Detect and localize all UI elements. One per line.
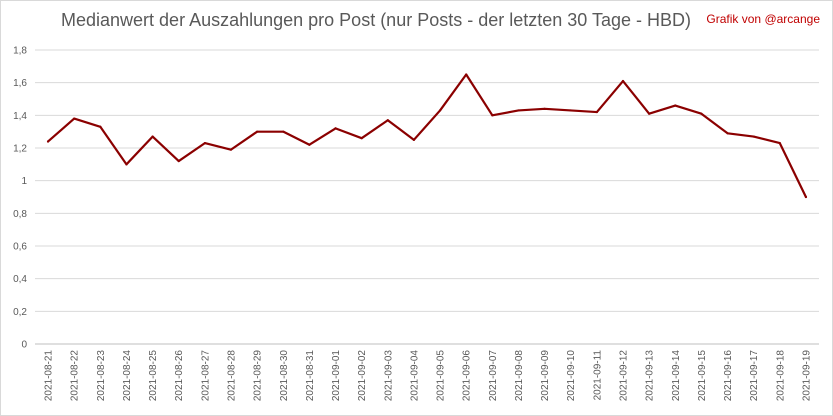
x-axis-ticks: 2021-08-21 2021-08-22 2021-08-23 2021-08-24… [44, 350, 813, 402]
x-tick-label: 2021-09-18 [775, 350, 786, 402]
x-tick-label: 2021-08-22 [70, 350, 81, 402]
series-line [46, 73, 808, 199]
data-point [569, 109, 572, 112]
y-tick-label: 1,4 [13, 111, 27, 122]
data-point [621, 79, 625, 83]
y-tick-label: 1,8 [13, 46, 27, 57]
y-tick-label: 0,8 [13, 209, 27, 220]
data-point [256, 130, 259, 133]
data-point [804, 195, 808, 199]
y-tick-label: 1,2 [13, 144, 27, 155]
data-point [125, 163, 128, 166]
x-tick-label: 2021-09-19 [801, 350, 812, 402]
x-tick-label: 2021-09-04 [409, 350, 420, 402]
x-tick-label: 2021-09-11 [592, 350, 603, 401]
data-point [491, 114, 494, 117]
series-group [46, 73, 808, 199]
x-tick-label: 2021-09-15 [697, 350, 708, 402]
data-point [648, 112, 651, 115]
data-point [99, 125, 102, 128]
x-tick-label: 2021-08-29 [253, 350, 264, 402]
chart-credit: Grafik von @arcange [706, 12, 820, 26]
x-tick-label: 2021-09-14 [671, 350, 682, 402]
data-point [543, 107, 546, 110]
data-point [465, 73, 468, 76]
y-tick-label: 1 [21, 176, 27, 187]
data-point [438, 109, 442, 112]
data-point [674, 104, 677, 107]
x-tick-label: 2021-09-10 [566, 350, 577, 402]
y-axis-ticks: 0 0,2 0,4 0,6 0,8 1 1,2 1,4 1,6 1,8 [13, 46, 27, 351]
data-point [778, 142, 781, 145]
y-tick-label: 1,6 [13, 78, 27, 89]
x-tick-label: 2021-08-25 [148, 350, 159, 402]
x-tick-label: 2021-08-26 [174, 350, 185, 402]
x-tick-label: 2021-09-05 [436, 350, 447, 402]
y-tick-label: 0,6 [13, 242, 27, 253]
x-tick-label: 2021-09-07 [488, 350, 499, 402]
data-point [177, 159, 180, 163]
x-tick-label: 2021-08-28 [227, 350, 238, 402]
data-point [700, 112, 703, 115]
data-point [334, 127, 337, 130]
data-point [386, 119, 389, 122]
y-tick-label: 0,4 [13, 274, 27, 285]
x-tick-label: 2021-09-09 [540, 350, 551, 402]
x-tick-label: 2021-08-27 [200, 350, 211, 402]
data-point [46, 140, 50, 143]
data-point [203, 142, 206, 145]
data-point [229, 148, 233, 151]
data-point [726, 132, 729, 135]
x-tick-label: 2021-09-02 [357, 350, 368, 402]
x-tick-label: 2021-08-30 [279, 350, 290, 402]
x-tick-label: 2021-09-17 [749, 350, 760, 402]
data-point [595, 110, 598, 114]
x-tick-label: 2021-09-08 [514, 350, 525, 402]
data-point [517, 109, 520, 112]
data-point [308, 143, 311, 146]
x-tick-label: 2021-09-03 [383, 350, 394, 402]
data-point [360, 137, 363, 140]
data-point [412, 138, 416, 141]
y-tick-label: 0 [21, 340, 27, 351]
x-tick-label: 2021-09-12 [619, 350, 630, 402]
x-tick-label: 2021-09-16 [723, 350, 734, 402]
gridlines [35, 49, 819, 345]
data-point [151, 135, 154, 138]
x-tick-label: 2021-09-13 [645, 350, 656, 402]
data-point [282, 130, 285, 133]
x-tick-label: 2021-08-31 [305, 350, 316, 402]
data-point [73, 117, 76, 120]
x-tick-label: 2021-08-21 [44, 350, 55, 402]
chart-title: Medianwert der Auszahlungen pro Post (nu… [61, 10, 691, 30]
x-tick-label: 2021-08-23 [96, 350, 107, 402]
x-tick-label: 2021-09-01 [331, 350, 342, 402]
data-point [752, 135, 755, 138]
x-tick-label: 2021-08-24 [122, 350, 133, 402]
y-tick-label: 0,2 [13, 307, 27, 318]
x-tick-label: 2021-09-06 [462, 350, 473, 402]
